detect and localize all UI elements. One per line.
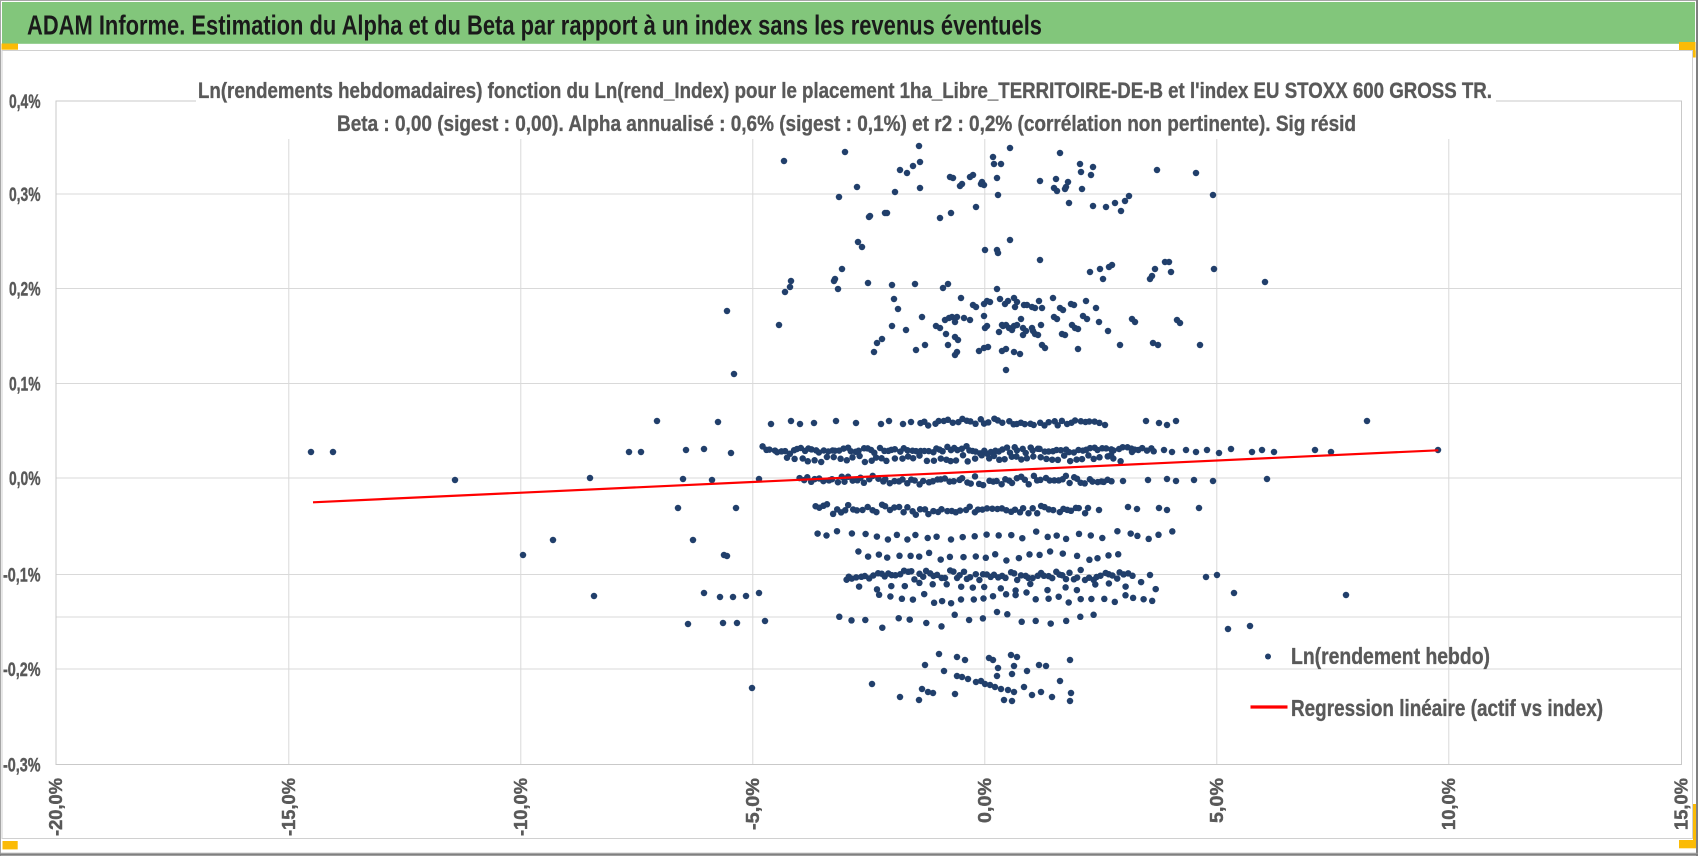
svg-text:0,3%: 0,3% xyxy=(9,184,41,206)
svg-text:0,4%: 0,4% xyxy=(9,91,41,113)
svg-text:Ln(rendement hebdo): Ln(rendement hebdo) xyxy=(1291,643,1490,669)
svg-text:0,1%: 0,1% xyxy=(9,374,41,396)
svg-text:-20,0%: -20,0% xyxy=(45,778,66,836)
svg-text:0,2%: 0,2% xyxy=(9,279,41,301)
svg-text:-0,2%: -0,2% xyxy=(3,659,41,681)
svg-text:Ln(rendements hebdomadaires) f: Ln(rendements hebdomadaires) fonction du… xyxy=(198,78,1492,103)
svg-text:10,0%: 10,0% xyxy=(1438,778,1459,830)
svg-text:-5,0%: -5,0% xyxy=(742,778,763,830)
svg-text:-10,0%: -10,0% xyxy=(510,778,531,836)
svg-text:0,0%: 0,0% xyxy=(974,778,995,823)
svg-text:-15,0%: -15,0% xyxy=(278,778,299,836)
svg-text:15,0%: 15,0% xyxy=(1671,778,1692,830)
svg-text:-0,3%: -0,3% xyxy=(3,755,41,777)
svg-text:Regression linéaire (actif vs: Regression linéaire (actif vs index) xyxy=(1291,695,1603,721)
svg-text:0,0%: 0,0% xyxy=(9,468,41,490)
svg-text:-0,1%: -0,1% xyxy=(3,565,41,587)
svg-text:Beta : 0,00 (sigest : 0,00).: Beta : 0,00 (sigest : 0,00). Alpha annua… xyxy=(337,111,1356,136)
svg-text:5,0%: 5,0% xyxy=(1206,778,1227,823)
svg-text:ADAM Informe. Estimation du Al: ADAM Informe. Estimation du Alpha et du … xyxy=(27,10,1042,41)
